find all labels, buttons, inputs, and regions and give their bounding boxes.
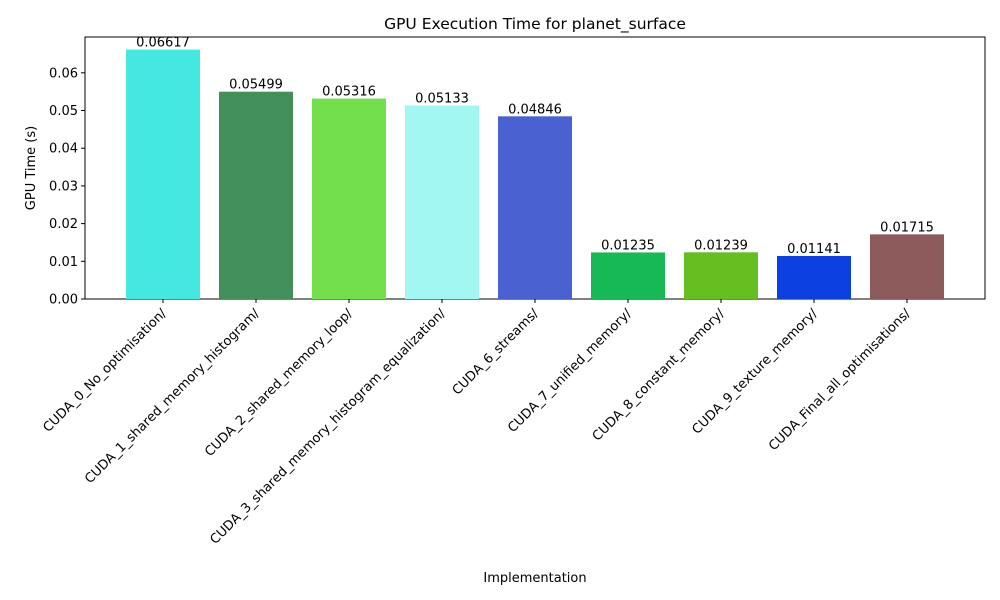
x-axis: CUDA_0_No_optimisation/CUDA_1_shared_mem… (40, 299, 914, 548)
y-tick-label-0: 0.00 (49, 293, 78, 308)
x-tick-label-2: CUDA_2_shared_memory_loop/ (202, 306, 356, 460)
bar-1 (219, 91, 293, 299)
bar-value-label-3: 0.05133 (415, 91, 469, 106)
x-tick-label-1: CUDA_1_shared_memory_histogram/ (82, 306, 263, 487)
bar-3 (405, 105, 479, 299)
y-tick-label-6: 0.06 (49, 66, 78, 81)
y-axis: 0.00 0.01 0.02 0.03 0.04 0.05 0.06 (49, 66, 85, 308)
x-axis-label: Implementation (483, 571, 586, 586)
bar-value-label-5: 0.01235 (601, 238, 655, 253)
bar-4 (498, 116, 572, 300)
x-tick-label-4: CUDA_6_streams/ (450, 306, 543, 399)
y-axis-label: GPU Time (s) (24, 126, 39, 210)
bar-8 (870, 234, 944, 299)
bar-value-label-8: 0.01715 (880, 220, 934, 235)
bar-value-label-7: 0.01141 (787, 242, 841, 257)
y-tick-label-3: 0.03 (49, 179, 78, 194)
y-tick-label-5: 0.05 (49, 104, 78, 119)
bar-value-label-2: 0.05316 (322, 85, 376, 100)
bar-value-label-6: 0.01239 (694, 238, 748, 253)
bars-layer (126, 49, 944, 300)
y-tick-label-1: 0.01 (49, 255, 78, 270)
data-labels-layer: 0.06617 0.05499 0.05316 0.05133 0.04846 0.012… (136, 36, 934, 257)
bar-6 (684, 252, 758, 299)
bar-0 (126, 49, 200, 300)
bar-value-label-0: 0.06617 (136, 36, 190, 51)
bar-value-label-4: 0.04846 (508, 102, 562, 117)
bar-2 (312, 98, 386, 300)
chart-title: GPU Execution Time for planet_surface (384, 15, 686, 34)
y-tick-label-4: 0.04 (49, 142, 78, 157)
bar-value-label-1: 0.05499 (229, 78, 283, 93)
bar-5 (591, 252, 665, 299)
y-tick-label-2: 0.02 (49, 217, 78, 232)
bar-7 (777, 255, 851, 299)
